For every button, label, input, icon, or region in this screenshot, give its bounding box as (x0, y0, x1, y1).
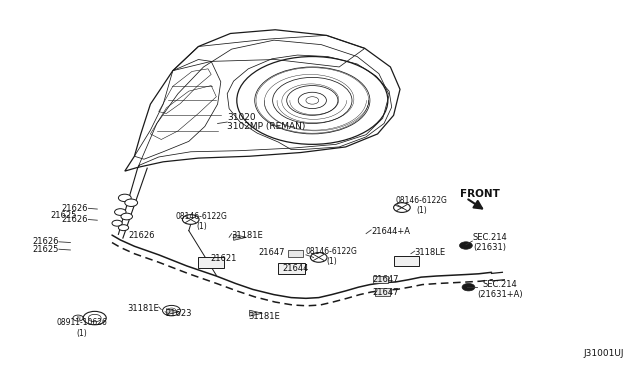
Text: 3118LE: 3118LE (415, 248, 446, 257)
Text: 31020: 31020 (227, 113, 256, 122)
Text: 21626: 21626 (62, 204, 88, 213)
Text: J31001UJ: J31001UJ (584, 349, 624, 358)
Text: 21626: 21626 (62, 215, 88, 224)
Text: 3102MP (REMAN): 3102MP (REMAN) (227, 122, 305, 131)
Polygon shape (234, 234, 246, 240)
Circle shape (125, 199, 138, 206)
Circle shape (460, 242, 472, 249)
Polygon shape (166, 309, 179, 315)
Text: 21625: 21625 (33, 245, 59, 254)
Circle shape (115, 209, 126, 215)
Text: N: N (76, 315, 80, 321)
Text: 21623: 21623 (165, 309, 191, 318)
Circle shape (83, 311, 106, 325)
Text: 08146-6122G
(1): 08146-6122G (1) (396, 196, 447, 215)
Text: 21644: 21644 (282, 264, 308, 273)
Bar (198, 257, 224, 268)
Circle shape (462, 283, 475, 291)
Circle shape (394, 203, 410, 212)
Bar (394, 256, 419, 266)
Circle shape (163, 305, 180, 316)
Circle shape (182, 215, 199, 224)
Text: 21644+A: 21644+A (371, 227, 410, 236)
Text: 31181E: 31181E (232, 231, 264, 240)
Text: SEC.214
(21631+A): SEC.214 (21631+A) (477, 280, 522, 299)
Text: 21647: 21647 (372, 288, 399, 296)
Bar (288, 250, 303, 257)
Text: 21621: 21621 (210, 254, 236, 263)
Text: 08146-6122G
(1): 08146-6122G (1) (176, 212, 228, 231)
Text: 31181E: 31181E (127, 304, 159, 312)
Text: 21647: 21647 (372, 275, 399, 284)
Circle shape (118, 194, 131, 202)
Bar (373, 276, 388, 283)
Text: SEC.214
(21631): SEC.214 (21631) (472, 233, 507, 252)
Text: FRONT: FRONT (460, 189, 499, 199)
Text: 21647: 21647 (259, 248, 285, 257)
Polygon shape (250, 310, 262, 316)
Text: 31181E: 31181E (248, 312, 280, 321)
Text: 21625: 21625 (51, 211, 77, 219)
Text: 08911-10626
(1): 08911-10626 (1) (56, 318, 108, 338)
Circle shape (112, 220, 122, 226)
Circle shape (310, 253, 327, 262)
Text: 21626: 21626 (128, 231, 154, 240)
Text: 21626: 21626 (33, 237, 59, 246)
Circle shape (118, 225, 129, 231)
Circle shape (121, 213, 132, 220)
Bar (278, 263, 305, 274)
Text: 08146-6122G
(1): 08146-6122G (1) (306, 247, 358, 266)
Bar (375, 288, 390, 296)
